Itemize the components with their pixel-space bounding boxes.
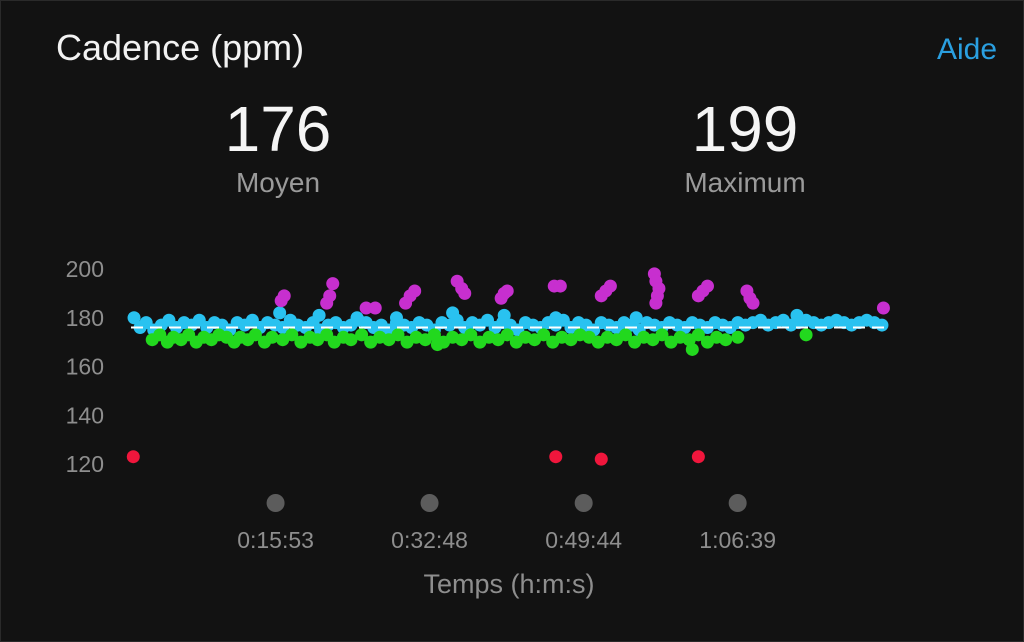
x-tick-label: 0:32:48 (391, 527, 468, 553)
series-0-point (875, 318, 889, 332)
series-2-point (458, 286, 472, 300)
help-link[interactable]: Aide (936, 33, 997, 66)
y-tick-label: 180 (66, 305, 104, 331)
x-tick-marker (420, 494, 439, 512)
x-tick-label: 0:49:44 (545, 527, 622, 553)
series-0-point (549, 311, 563, 325)
average-stat: 176 Moyen (148, 97, 408, 199)
series-0-point (389, 311, 403, 325)
series-0-point (312, 308, 326, 322)
maximum-value: 199 (691, 93, 799, 165)
series-0-point (629, 311, 643, 325)
series-1-point (285, 328, 299, 342)
series-3-point (549, 450, 563, 464)
y-tick-label: 200 (66, 256, 104, 282)
maximum-label: Maximum (684, 167, 806, 198)
series-2-point (408, 284, 422, 298)
series-1-point (355, 328, 369, 342)
x-tick-marker (728, 494, 747, 512)
series-1-point (731, 330, 745, 344)
series-2-point (326, 277, 340, 291)
series-1-point (685, 342, 699, 356)
series-2-point (277, 289, 291, 303)
series-1-point (537, 328, 551, 342)
series-2-point (700, 279, 714, 293)
x-tick-marker (574, 494, 593, 512)
series-0-point (790, 308, 804, 322)
series-1-point (344, 333, 358, 347)
series-2-point (359, 301, 373, 315)
series-1-point (500, 328, 514, 342)
series-1-point (464, 328, 478, 342)
series-0-point (497, 308, 511, 322)
series-2-point (876, 301, 890, 315)
x-tick-label: 1:06:39 (699, 527, 776, 553)
series-1-point (655, 328, 669, 342)
series-0-point (350, 311, 364, 325)
y-tick-label: 160 (66, 354, 104, 380)
series-2-point (649, 296, 663, 310)
series-2-point (368, 301, 382, 315)
x-tick-marker (266, 494, 285, 512)
series-1-point (691, 328, 705, 342)
series-2-point (553, 279, 567, 293)
y-tick-label: 120 (66, 451, 104, 477)
series-1-point (427, 328, 441, 342)
average-value: 176 (224, 93, 332, 165)
series-2-point (500, 284, 514, 298)
series-1-point (265, 330, 279, 344)
average-label: Moyen (235, 167, 321, 198)
series-2-point (323, 289, 337, 303)
chart-title: Cadence (ppm) (56, 27, 305, 68)
series-1-point (248, 328, 262, 342)
series-3-point (126, 450, 140, 464)
series-3-point (691, 450, 705, 464)
series-1-point (619, 328, 633, 342)
series-0-point (446, 306, 460, 320)
series-2-point (746, 296, 760, 310)
series-1-point (391, 328, 405, 342)
series-1-point (719, 333, 733, 347)
series-3-point (594, 452, 608, 466)
axes: 200 180 160 140 120 0:15:53 0:32:48 0:49:44 1:06… (66, 256, 888, 599)
series-2-point (603, 279, 617, 293)
maximum-stat: 199 Maximum (615, 97, 875, 199)
series-0-point (273, 306, 287, 320)
series-1-point (430, 338, 444, 352)
series-1-point (799, 328, 813, 342)
y-tick-label: 140 (66, 402, 104, 428)
series-0-point (127, 311, 141, 325)
x-tick-label: 0:15:53 (237, 527, 314, 553)
x-axis-label: Temps (h:m:s) (423, 569, 594, 599)
data-points (126, 267, 890, 466)
